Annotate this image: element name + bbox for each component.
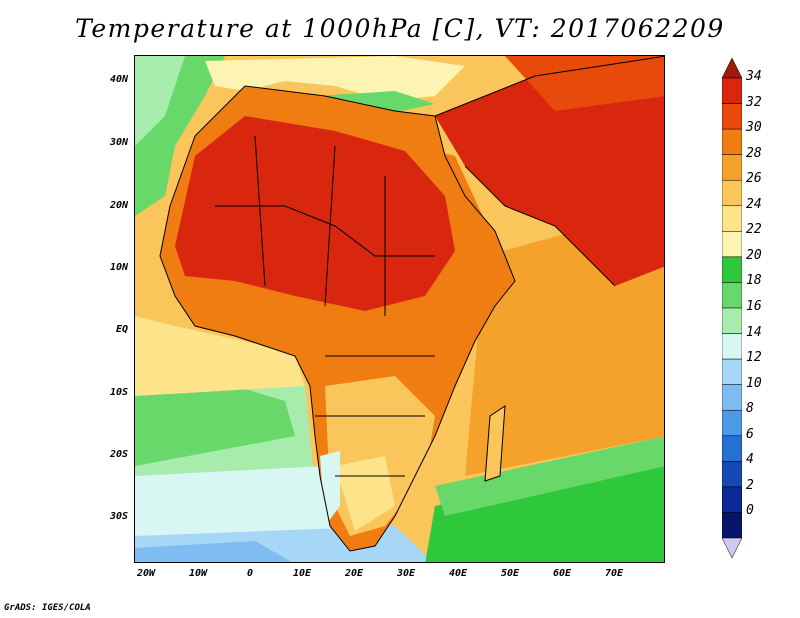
colorbar-tick-label: 28 bbox=[746, 145, 762, 161]
nw-atlantic-cooler bbox=[135, 56, 185, 146]
colorbar-tick-label: 8 bbox=[746, 401, 754, 417]
colorbar-swatch bbox=[722, 77, 742, 104]
lat-label-20n: 20N bbox=[109, 200, 128, 211]
lon-label-20e: 20E bbox=[344, 568, 364, 579]
lat-label-30s: 30S bbox=[109, 511, 128, 522]
lat-label-40n: 40N bbox=[109, 74, 128, 85]
lon-label-70e: 70E bbox=[604, 568, 624, 579]
colorbar-swatch bbox=[722, 256, 742, 283]
colorbar-bottom-arrow bbox=[722, 537, 742, 558]
colorbar-tick-label: 32 bbox=[746, 94, 762, 110]
colorbar-swatch bbox=[722, 409, 742, 437]
colorbar-tick-label: 12 bbox=[746, 350, 762, 366]
colorbar-tick-label: 24 bbox=[746, 196, 762, 212]
lon-label-10e: 10E bbox=[292, 568, 312, 579]
grads-credit: GrADS: IGES/COLA bbox=[4, 603, 91, 613]
colorbar-tick-label: 20 bbox=[746, 247, 762, 263]
colorbar-swatch bbox=[722, 358, 742, 385]
colorbar-tick-label: 18 bbox=[746, 273, 762, 289]
colorbar-tick-label: 22 bbox=[746, 222, 762, 238]
arabia-hot-zone bbox=[435, 56, 664, 286]
colorbar-tick-label: 26 bbox=[746, 171, 762, 187]
colorbar-tick-label: 6 bbox=[746, 426, 754, 442]
kalahari-region bbox=[335, 456, 395, 531]
colorbar-tick-label: 4 bbox=[746, 452, 754, 468]
colorbar-tick-label: 2 bbox=[746, 477, 754, 493]
colorbar-tick-label: 34 bbox=[746, 69, 762, 84]
colorbar-swatch bbox=[722, 461, 742, 488]
lon-label-40e: 40E bbox=[448, 568, 468, 579]
lon-label-50e: 50E bbox=[500, 568, 520, 579]
colorbar-swatch bbox=[722, 103, 742, 130]
colorbar-swatch bbox=[722, 282, 742, 309]
lat-label-30n: 30N bbox=[109, 137, 128, 148]
colorbar-swatch bbox=[722, 179, 742, 207]
colorbar-swatch bbox=[722, 486, 742, 513]
map-plot-area bbox=[134, 55, 665, 563]
southern-ocean-cold bbox=[135, 541, 292, 562]
mediterranean-region bbox=[205, 56, 465, 101]
colorbar-swatch bbox=[722, 154, 742, 181]
lat-label-10n: 10N bbox=[109, 262, 128, 273]
lat-label-eq: EQ bbox=[115, 324, 128, 335]
colorbar bbox=[722, 58, 742, 558]
colorbar-top-arrow bbox=[722, 58, 742, 79]
colorbar-swatch bbox=[722, 435, 742, 462]
colorbar-swatch bbox=[722, 231, 742, 258]
colorbar-tick-label: 14 bbox=[746, 324, 762, 340]
colorbar-swatch bbox=[722, 128, 742, 155]
colorbar-swatch bbox=[722, 307, 742, 334]
colorbar-tick-label: 10 bbox=[746, 375, 762, 391]
lat-label-20s: 20S bbox=[109, 449, 128, 460]
colorbar-tick-label: 0 bbox=[746, 503, 754, 519]
namib-coast-cool bbox=[320, 451, 340, 526]
map-title: Temperature at 1000hPa [C], VT: 20170622… bbox=[75, 14, 725, 43]
south-atlantic-cold bbox=[135, 466, 335, 546]
colorbar-tick-label: 16 bbox=[746, 299, 762, 314]
south-indian-ocean bbox=[425, 456, 664, 562]
colorbar-swatch bbox=[722, 384, 742, 411]
lon-label-60e: 60E bbox=[552, 568, 572, 579]
lon-label-0: 0 bbox=[246, 568, 254, 579]
lon-label-20w: 20W bbox=[136, 568, 156, 579]
south-atlantic-band bbox=[135, 386, 295, 466]
lon-label-10w: 10W bbox=[188, 568, 208, 579]
colorbar-swatch bbox=[722, 205, 742, 232]
middle-east-north bbox=[505, 56, 664, 111]
south-indian-band bbox=[435, 436, 664, 516]
country-borders bbox=[159, 56, 664, 552]
temperature-map bbox=[135, 56, 664, 562]
colorbar-swatch bbox=[722, 333, 742, 360]
gulf-of-guinea bbox=[135, 316, 305, 396]
madagascar bbox=[485, 406, 505, 481]
colorbar-swatch bbox=[722, 512, 742, 539]
lon-label-30e: 30E bbox=[396, 568, 416, 579]
lat-label-10s: 10S bbox=[109, 387, 128, 398]
colorbar-tick-label: 30 bbox=[746, 120, 762, 136]
red-sea bbox=[435, 151, 485, 226]
